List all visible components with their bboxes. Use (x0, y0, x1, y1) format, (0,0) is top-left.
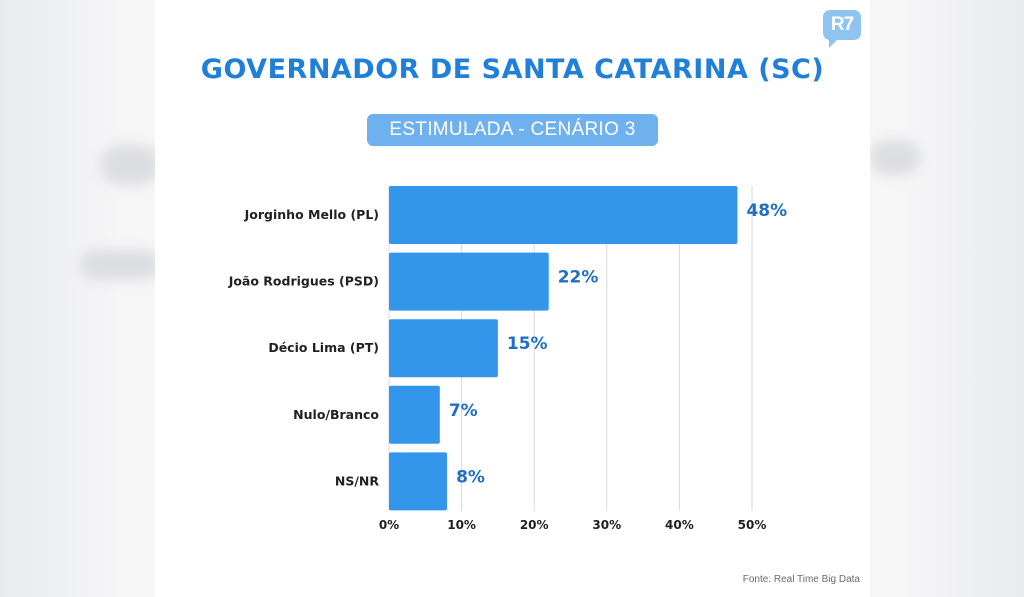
x-tick-label: 0% (379, 518, 399, 532)
chart-title: GOVERNADOR DE SANTA CATARINA (SC) (200, 54, 825, 85)
x-tick-label: 50% (738, 518, 767, 532)
background-blur-shape (80, 250, 160, 280)
bar (389, 252, 549, 311)
x-tick-label: 10% (447, 518, 476, 532)
category-label: Décio Lima (PT) (268, 340, 379, 355)
category-label: Jorginho Mello (PL) (244, 207, 379, 222)
x-tick-label: 40% (665, 518, 694, 532)
infographic-card: R7 GOVERNADOR DE SANTA CATARINA (SC) EST… (155, 0, 870, 597)
r7-logo: R7 (823, 10, 861, 40)
chart-subtitle: ESTIMULADA - CENÁRIO 3 (367, 114, 658, 146)
bar (389, 186, 738, 244)
data-label: 8% (456, 467, 485, 487)
bar (389, 385, 440, 444)
category-label: João Rodrigues (PSD) (228, 274, 379, 289)
bar-chart: 0% 10% 20% 30% 40% 50% Jorginho Mello (PL) 48% J… (228, 186, 787, 532)
data-label: 15% (507, 334, 548, 354)
bar (389, 452, 448, 511)
category-label: NS/NR (335, 473, 379, 488)
bar (389, 319, 498, 378)
data-label: 48% (746, 201, 787, 221)
x-tick-label: 30% (592, 518, 621, 532)
data-label: 22% (558, 268, 599, 288)
background-blur-shape (870, 140, 920, 175)
r7-logo-tail (829, 36, 841, 48)
background-blur-shape (100, 145, 160, 185)
x-tick-label: 20% (520, 518, 549, 532)
source-note: Fonte: Real Time Big Data (742, 574, 860, 585)
data-label: 7% (449, 401, 478, 421)
category-label: Nulo/Branco (293, 407, 379, 422)
